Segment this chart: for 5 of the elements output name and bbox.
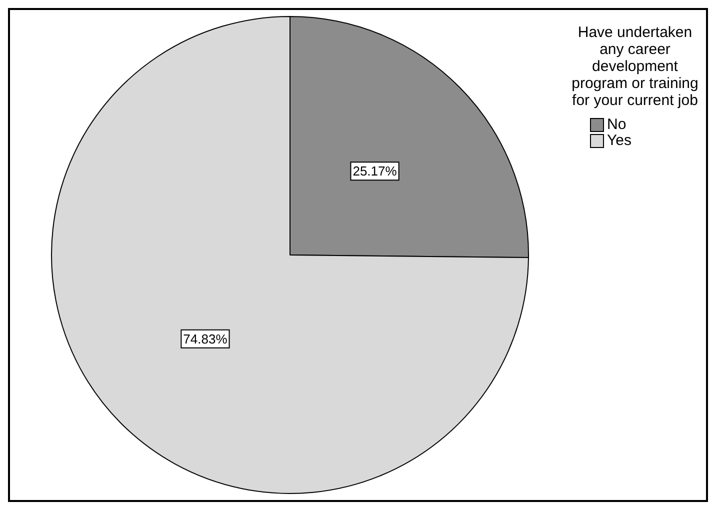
legend-label: Yes: [607, 132, 632, 149]
legend-title: Have undertaken any career development program or training for your current job: [570, 24, 700, 109]
data-label: 74.83%: [183, 331, 228, 346]
data-label: 25.17%: [352, 164, 398, 179]
legend-label: No: [607, 116, 626, 133]
